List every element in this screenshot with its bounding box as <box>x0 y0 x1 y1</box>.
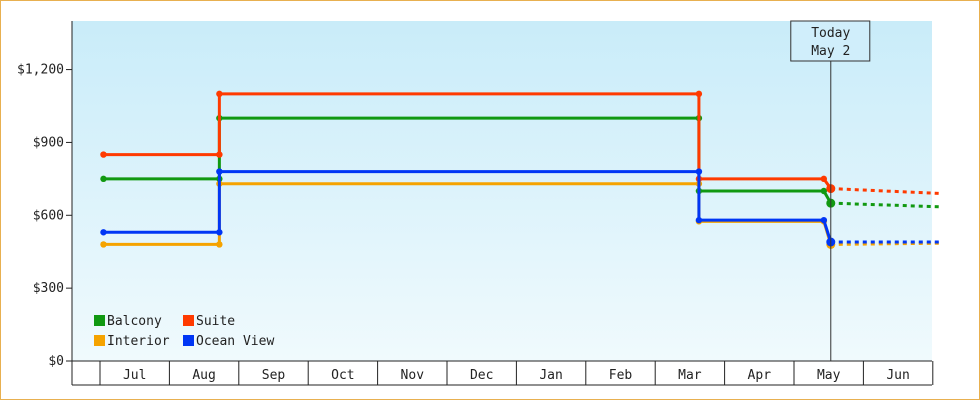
today-box <box>790 20 871 62</box>
legend-label: Interior <box>107 334 170 349</box>
x-tick-label: Jul <box>123 368 146 383</box>
data-point <box>100 151 107 158</box>
data-point <box>216 241 223 248</box>
data-point <box>216 151 223 158</box>
data-point <box>820 187 828 195</box>
data-point <box>695 168 703 175</box>
data-point <box>216 229 223 236</box>
y-tick-label: $600 <box>33 208 64 223</box>
x-tick-label: Nov <box>401 368 425 383</box>
x-tick-label: Dec <box>470 368 493 383</box>
data-point <box>100 229 107 236</box>
x-tick-label: Apr <box>748 368 772 383</box>
legend-label: Balcony <box>107 314 162 329</box>
series-ocean-view <box>100 168 940 247</box>
data-point <box>100 175 107 183</box>
data-point <box>695 216 703 224</box>
legend-label: Suite <box>196 314 235 329</box>
x-tick-label: Feb <box>609 368 633 383</box>
y-tick-label: $900 <box>33 135 64 150</box>
series-suite <box>100 90 940 195</box>
legend-swatch <box>183 335 194 346</box>
data-point <box>820 216 828 224</box>
y-tick-label: $0 <box>48 354 64 369</box>
legend-swatch <box>94 315 105 326</box>
y-tick-label: $300 <box>33 281 64 296</box>
data-point <box>820 175 828 183</box>
legend-swatch <box>94 335 105 346</box>
x-tick-label: May <box>817 368 841 383</box>
legend-swatch <box>183 315 194 326</box>
data-point <box>100 241 107 248</box>
x-tick-label: Jan <box>539 368 562 383</box>
legend: Balcony Suite Interior Ocean View <box>94 314 274 349</box>
x-tick-label: Oct <box>331 368 354 383</box>
x-tick-label: Aug <box>192 368 215 383</box>
x-tick-label: Jun <box>886 368 909 383</box>
x-tick-label: Sep <box>262 368 286 383</box>
series-forecast-line <box>830 187 940 195</box>
data-point <box>695 90 703 98</box>
today-date: May 2 <box>811 44 850 59</box>
y-tick-label: $1,200 <box>17 63 64 78</box>
data-point <box>216 90 223 98</box>
data-point <box>216 168 223 175</box>
series-forecast-line <box>830 201 940 209</box>
legend-label: Ocean View <box>196 334 274 349</box>
today-label: Today <box>811 26 850 41</box>
x-tick-label: Mar <box>678 368 702 383</box>
